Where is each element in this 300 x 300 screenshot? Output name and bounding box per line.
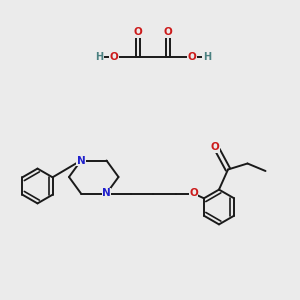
Text: N: N [76,155,85,166]
Text: N: N [102,188,111,199]
Text: O: O [188,52,196,62]
Text: H: H [95,52,103,62]
Text: O: O [211,142,220,152]
Text: H: H [202,52,211,62]
Text: O: O [134,27,142,37]
Text: O: O [189,188,198,199]
Text: O: O [164,27,172,37]
Text: O: O [110,52,118,62]
